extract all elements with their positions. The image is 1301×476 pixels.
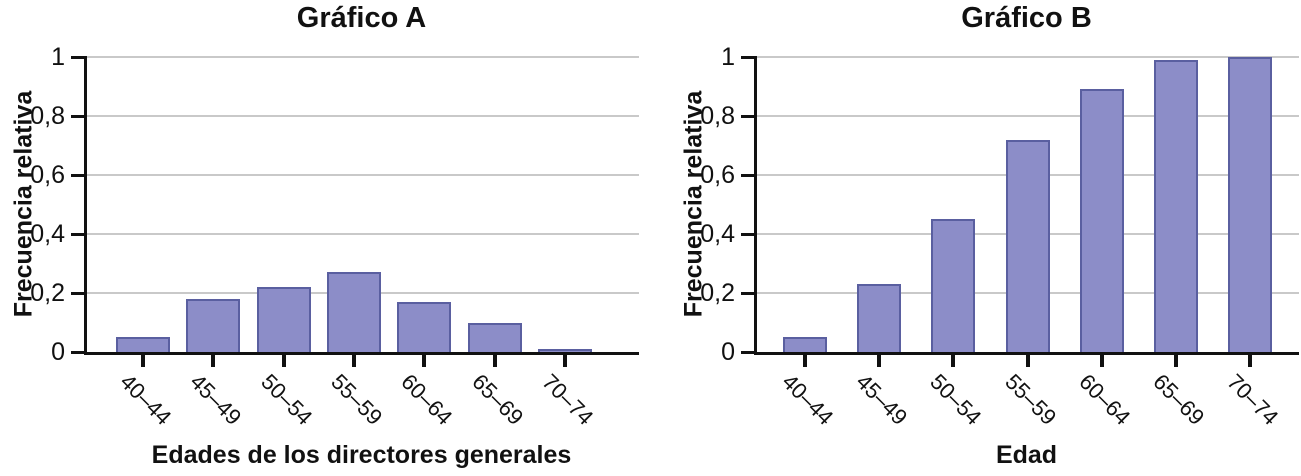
gridline: [87, 233, 639, 235]
x-tick: [1099, 355, 1104, 367]
x-axis-label: Edades de los directores generales: [151, 441, 572, 469]
x-tick: [351, 355, 356, 367]
x-tick: [1248, 355, 1253, 367]
y-tick-label: 0,6: [30, 161, 65, 189]
y-tick-label: 0,4: [30, 220, 65, 248]
x-tick-label: 60–64: [1074, 369, 1136, 430]
y-tick: [741, 232, 757, 236]
bar: [1005, 139, 1050, 352]
bar: [326, 272, 381, 352]
x-tick: [211, 355, 216, 367]
bar: [1154, 59, 1198, 352]
bar: [467, 322, 522, 352]
bar: [931, 219, 976, 352]
chart-title: Gráfico B: [961, 2, 1092, 34]
x-tick-label: 55–59: [999, 369, 1061, 430]
chart-title: Gráfico A: [296, 2, 427, 34]
gridline: [87, 174, 639, 176]
bar: [783, 337, 827, 352]
y-tick: [741, 55, 757, 59]
x-tick-label: 45–49: [851, 369, 913, 430]
y-tick: [71, 173, 87, 177]
y-tick: [741, 114, 757, 118]
bar: [397, 301, 452, 352]
bar: [1228, 57, 1273, 352]
bar: [857, 284, 902, 352]
y-tick: [71, 55, 87, 59]
plot-area: 0 0,2 0,4 0,6 0,8 1 40–44 45–49 50–54 55–59 60–64 6…: [700, 43, 1299, 430]
y-tick-label: 0,6: [700, 161, 735, 189]
y-tick: [741, 291, 757, 295]
bar: [186, 298, 241, 352]
y-tick: [741, 173, 757, 177]
y-tick-label: 0,2: [700, 279, 735, 307]
x-tick: [422, 355, 427, 367]
x-tick-label: 70–74: [1222, 369, 1284, 430]
y-axis-label: Frecuencia relativa: [679, 90, 708, 318]
y-tick-label: 0,8: [700, 102, 735, 130]
y-tick: [71, 291, 87, 295]
y-tick-label: 0,4: [700, 220, 735, 248]
gridline: [87, 115, 639, 117]
y-tick-label: 0: [51, 338, 65, 366]
bar: [116, 337, 170, 352]
bar: [1079, 89, 1124, 352]
y-tick-label: 1: [721, 43, 735, 71]
y-tick: [741, 350, 757, 354]
x-tick: [951, 355, 956, 367]
y-tick-label: 0: [721, 338, 735, 366]
y-tick-label: 0,2: [30, 279, 65, 307]
x-tick-label: 50–54: [925, 369, 987, 430]
x-tick: [1025, 355, 1030, 367]
gridline: [757, 56, 1299, 58]
y-tick-label: 1: [51, 43, 65, 71]
x-tick: [1174, 355, 1178, 367]
gridline: [87, 56, 639, 58]
x-tick: [281, 355, 286, 367]
y-tick: [71, 114, 87, 118]
y-tick: [71, 350, 87, 354]
x-tick: [877, 355, 882, 367]
x-tick: [803, 355, 807, 367]
y-tick-label: 0,8: [30, 102, 65, 130]
x-tick-label: 40–44: [777, 369, 839, 430]
y-tick: [71, 232, 87, 236]
bar: [256, 287, 311, 352]
plot-area: 0 0,2 0,4 0,6 0,8 1 40–44 45–49 50–54 55–59 60–64 6…: [30, 43, 639, 430]
bar: [537, 349, 592, 352]
x-tick: [141, 355, 145, 367]
x-axis-label: Edad: [995, 441, 1058, 469]
x-tick-label: 65–69: [1148, 369, 1210, 430]
x-tick: [562, 355, 567, 367]
x-tick: [492, 355, 497, 367]
gridline: [757, 115, 1299, 117]
